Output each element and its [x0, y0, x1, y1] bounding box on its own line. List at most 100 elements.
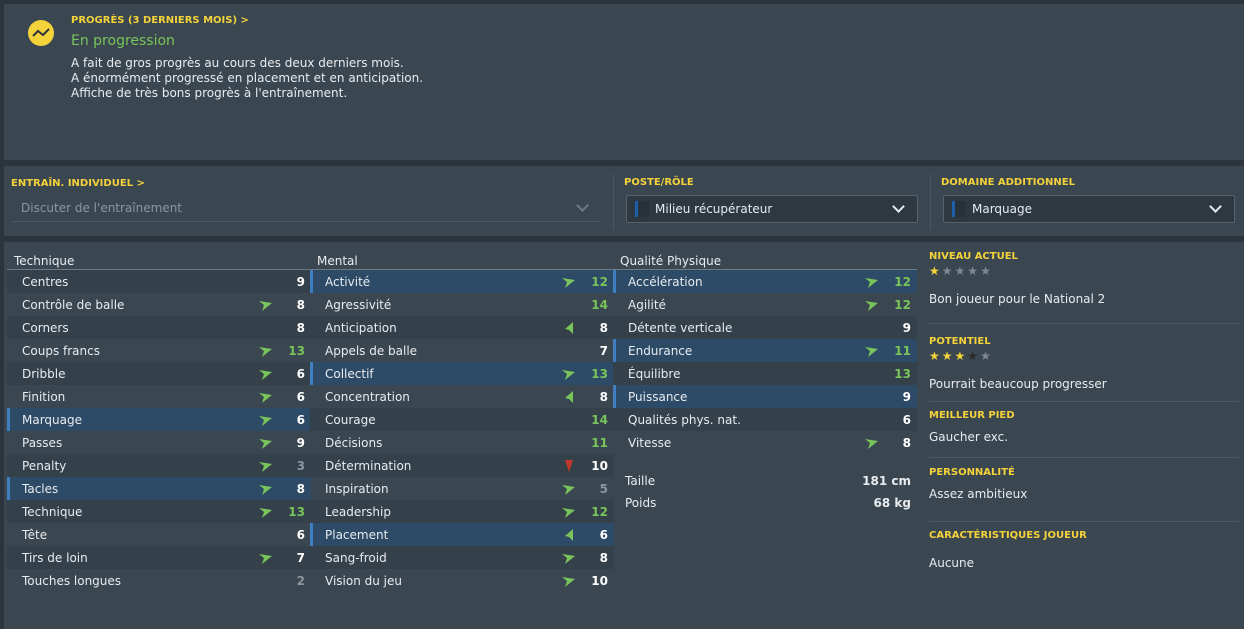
attribute-row[interactable]: Dribble 6 — [7, 362, 311, 385]
progress-up-arrow-icon — [865, 276, 879, 288]
attribute-row[interactable]: Marquage 6 — [7, 408, 311, 431]
column-title: Qualité Physique — [613, 242, 917, 270]
extra-domain-dropdown[interactable]: Marquage — [943, 195, 1235, 223]
progress-line: A énormément progressé en placement et e… — [71, 71, 424, 85]
attributes-panel: Technique Centres 9 Contrôle de balle 8 Corn… — [4, 242, 1244, 629]
attribute-value: 6 — [296, 366, 305, 381]
attribute-row[interactable]: Passes 9 — [7, 431, 311, 454]
attribute-value: 12 — [591, 274, 608, 289]
attribute-value: 6 — [296, 412, 305, 427]
progress-line: Affiche de très bons progrès à l'entraîn… — [71, 86, 348, 100]
attribute-label: Vitesse — [628, 435, 672, 450]
attribute-row[interactable]: Vitesse 8 — [613, 431, 917, 454]
progress-description: A fait de gros progrès au cours des deux… — [71, 56, 423, 101]
progress-up-arrow-icon — [259, 345, 273, 357]
attribute-row[interactable]: Collectif 13 — [310, 362, 614, 385]
attribute-row[interactable]: Placement 6 — [310, 523, 614, 546]
progress-panel: PROGRÈS (3 DERNIERS MOIS) > En progressi… — [4, 4, 1244, 160]
attribute-row[interactable]: Vision du jeu 10 — [310, 569, 614, 592]
attribute-value: 6 — [902, 412, 911, 427]
attribute-value: 13 — [894, 366, 911, 381]
attribute-row[interactable]: Décisions 11 — [310, 431, 614, 454]
attribute-value: 6 — [599, 527, 608, 542]
attribute-row[interactable]: Agressivité 14 — [310, 293, 614, 316]
attribute-label: Technique — [22, 504, 83, 519]
training-discussion-placeholder: Discuter de l'entraînement — [21, 200, 182, 215]
attribute-value: 2 — [296, 573, 305, 588]
personality-text: Assez ambitieux — [929, 487, 1028, 501]
attribute-row[interactable]: Détente verticale 9 — [613, 316, 917, 339]
weight-label: Poids — [625, 496, 657, 510]
individual-training-title-link[interactable]: ENTRAÎN. INDIVIDUEL > — [11, 178, 145, 189]
progress-strong-up-arrow-icon — [562, 321, 576, 334]
star-icon: ★ — [967, 264, 979, 278]
player-traits-block: CARACTÉRISTIQUES JOUEUR Aucune — [929, 522, 1239, 570]
attribute-label: Appels de balle — [325, 343, 418, 358]
extra-domain-section: DOMAINE ADDITIONNEL Marquage — [941, 166, 1241, 236]
attribute-row[interactable]: Anticipation 8 — [310, 316, 614, 339]
attribute-row[interactable]: Courage 14 — [310, 408, 614, 431]
progress-up-arrow-icon — [562, 552, 576, 564]
attribute-value: 8 — [902, 435, 911, 450]
attribute-row[interactable]: Penalty 3 — [7, 454, 311, 477]
attribute-row[interactable]: Accélération 12 — [613, 270, 917, 293]
attribute-row[interactable]: Finition 6 — [7, 385, 311, 408]
attribute-row[interactable]: Agilité 12 — [613, 293, 917, 316]
attribute-row[interactable]: Contrôle de balle 8 — [7, 293, 311, 316]
attribute-value: 7 — [599, 343, 608, 358]
star-icon: ★ — [929, 349, 940, 363]
height-value: 181 cm — [862, 474, 911, 488]
personality-block: PERSONNALITÉ Assez ambitieux — [929, 458, 1239, 522]
attribute-row[interactable]: Activité 12 — [310, 270, 614, 293]
current-ability-text: Bon joueur pour le National 2 — [929, 292, 1106, 306]
attribute-row[interactable]: Inspiration 5 — [310, 477, 614, 500]
role-value: Milieu récupérateur — [655, 202, 773, 216]
attribute-value: 8 — [296, 320, 305, 335]
attribute-row[interactable]: Tacles 8 — [7, 477, 311, 500]
player-traits-title: CARACTÉRISTIQUES JOUEUR — [929, 530, 1087, 541]
progress-up-arrow-icon — [865, 437, 879, 449]
attribute-row[interactable]: Leadership 12 — [310, 500, 614, 523]
attribute-label: Corners — [22, 320, 69, 335]
attribute-value: 9 — [902, 389, 911, 404]
role-dropdown[interactable]: Milieu récupérateur — [626, 195, 918, 223]
attribute-row[interactable]: Équilibre 13 — [613, 362, 917, 385]
progress-up-arrow-icon — [259, 437, 273, 449]
training-discussion-dropdown[interactable]: Discuter de l'entraînement — [11, 194, 601, 222]
potential-title: POTENTIEL — [929, 336, 991, 347]
progress-up-arrow-icon — [259, 506, 273, 518]
attribute-label: Tirs de loin — [22, 550, 88, 565]
best-foot-block: MEILLEUR PIED Gaucher exc. — [929, 402, 1239, 458]
current-ability-block: NIVEAU ACTUEL ★ ★ ★ ★ ★ Bon joueur pour le N… — [929, 242, 1239, 324]
attribute-label: Endurance — [628, 343, 693, 358]
attribute-label: Agilité — [628, 297, 666, 312]
attribute-row[interactable]: Qualités phys. nat. 6 — [613, 408, 917, 431]
attribute-row[interactable]: Centres 9 — [7, 270, 311, 293]
attribute-value: 8 — [599, 550, 608, 565]
column-title: Technique — [7, 242, 311, 270]
attribute-row[interactable]: Puissance 9 — [613, 385, 917, 408]
attribute-row[interactable]: Endurance 11 — [613, 339, 917, 362]
attribute-row[interactable]: Détermination 10 — [310, 454, 614, 477]
progress-title-link[interactable]: PROGRÈS (3 DERNIERS MOIS) > — [71, 15, 249, 26]
attribute-row[interactable]: Tête 6 — [7, 523, 311, 546]
progress-up-arrow-icon — [562, 483, 576, 495]
chevron-down-icon — [576, 198, 589, 212]
attribute-row[interactable]: Tirs de loin 7 — [7, 546, 311, 569]
attribute-label: Vision du jeu — [325, 573, 402, 588]
attribute-value: 8 — [296, 481, 305, 496]
attribute-row[interactable]: Touches longues 2 — [7, 569, 311, 592]
attribute-label: Tacles — [22, 481, 59, 496]
attribute-row[interactable]: Coups francs 13 — [7, 339, 311, 362]
attribute-row[interactable]: Appels de balle 7 — [310, 339, 614, 362]
attribute-row[interactable]: Sang-froid 8 — [310, 546, 614, 569]
extra-domain-value: Marquage — [972, 202, 1033, 216]
divider — [613, 174, 614, 230]
individual-training-section: ENTRAÎN. INDIVIDUEL > Discuter de l'entr… — [4, 166, 612, 236]
attribute-row[interactable]: Corners 8 — [7, 316, 311, 339]
attribute-row[interactable]: Concentration 8 — [310, 385, 614, 408]
attribute-value: 11 — [591, 435, 608, 450]
attribute-label: Puissance — [628, 389, 688, 404]
attribute-value: 12 — [894, 297, 911, 312]
attribute-row[interactable]: Technique 13 — [7, 500, 311, 523]
